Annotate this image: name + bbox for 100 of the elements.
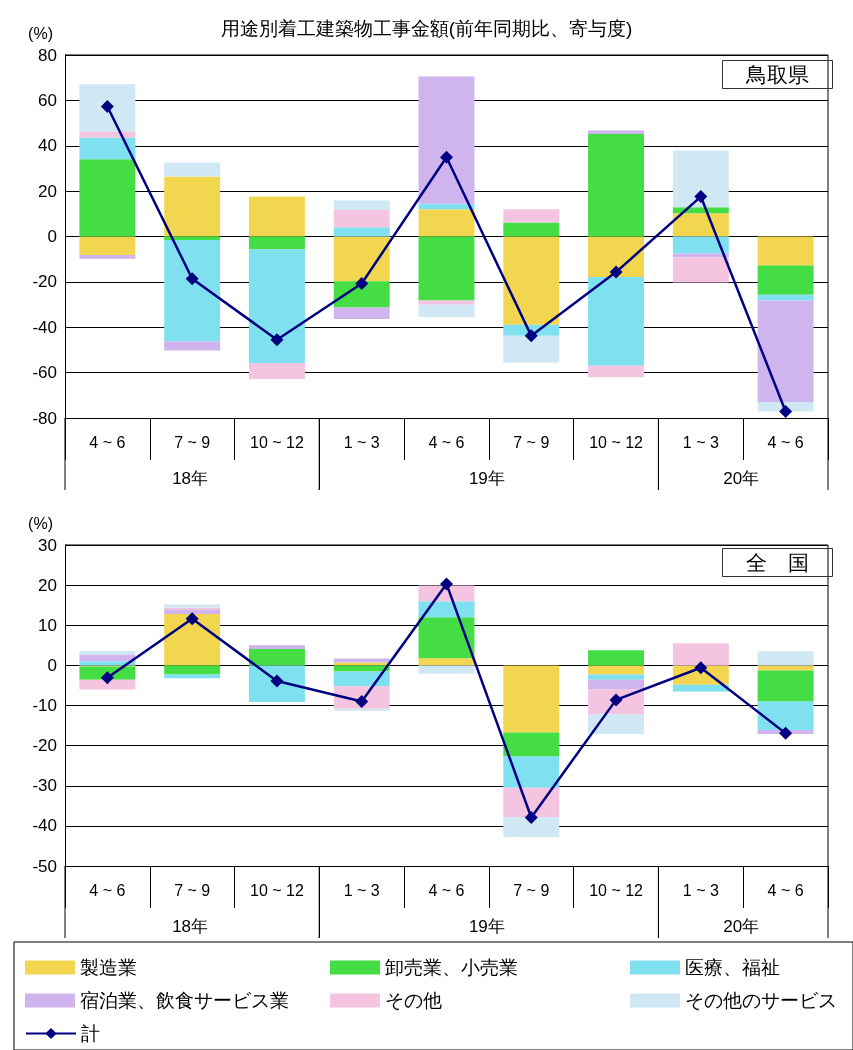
legend-label: 医療、福祉 [685,957,780,978]
bar [588,674,645,680]
bar [503,222,560,237]
bar [164,614,221,666]
point [355,276,369,290]
point [100,671,114,685]
bar [757,236,814,266]
bar [672,150,729,208]
bar [164,665,221,675]
x-tick-label: 7 ~ 9 [513,881,550,899]
bar [418,236,475,301]
x-tick-label: 4 ~ 6 [89,433,126,451]
x-tick-label: 10 ~ 12 [250,881,304,899]
bar [503,335,560,363]
y-tick-label: 40 [38,136,57,156]
chart-title: 用途別着工建築物工事金額(前年同期比、寄与度) [220,18,633,39]
x-tick-label: 4 ~ 6 [767,881,804,899]
point [609,265,623,279]
y-tick-label: -30 [32,776,57,796]
bar [248,665,305,702]
y-axis-title: (%) [28,514,53,532]
bar [248,236,305,250]
bar [79,254,136,259]
text: 20年 [723,469,760,488]
bar [333,200,390,210]
point [524,329,538,343]
x-tick-label: 10 ~ 12 [250,433,304,451]
chart-subtitle: 鳥取県 [745,63,809,86]
x-tick-label: 1 ~ 3 [682,881,719,899]
bar [248,249,305,364]
bar [333,671,390,687]
point [694,661,708,675]
bar [503,665,560,733]
y-tick-label: -10 [32,696,57,715]
bar [164,341,221,351]
x-tick-label: 1 ~ 3 [343,433,380,451]
bar [503,756,560,788]
bar [79,131,136,138]
legend-label: その他のサービス [685,990,837,1011]
point [185,272,199,286]
bar [588,714,645,734]
legend-label: 卸売業、小売業 [385,957,518,978]
bar [333,708,390,711]
bar [672,236,729,254]
bar [588,679,645,690]
bar [503,236,560,325]
bar [79,84,136,132]
bar [418,304,475,318]
bar [503,209,560,223]
point [355,694,369,708]
x-tick-label: 4 ~ 6 [767,433,804,451]
bar [757,265,814,295]
bar [79,650,136,655]
bar [79,159,136,237]
bar [588,650,645,666]
point [440,577,453,591]
legend-label: 計 [81,1023,100,1044]
bar [333,281,390,308]
y-tick-label: -20 [32,272,57,292]
bar [588,277,645,366]
point [694,190,708,204]
y-tick-label: 20 [38,181,57,201]
bar [588,365,645,378]
x-tick-label: 4 ~ 6 [89,881,126,899]
bar [757,300,814,403]
x-tick-label: 7 ~ 9 [513,433,550,451]
y-tick-label: 30 [38,535,57,555]
y-tick-label: -80 [32,408,57,428]
bar [418,300,475,305]
bar [79,679,136,690]
text: 18年 [172,469,209,488]
y-tick-label: 20 [38,575,57,595]
bar [418,617,475,659]
bar [248,648,305,666]
text: 19年 [468,917,505,936]
point [100,100,114,113]
bar [79,236,136,255]
y-tick-label: -40 [32,317,57,337]
bar [333,227,390,237]
bar [248,645,305,649]
bar [79,137,136,160]
y-tick-label: -60 [32,363,57,383]
legend-label: 宿泊業、飲食サービス業 [80,990,289,1011]
point [440,150,453,164]
x-tick-label: 4 ~ 6 [428,881,465,899]
bar [333,236,390,282]
bar [79,661,136,666]
y-tick-label: -40 [32,816,57,836]
y-tick-label: -50 [32,856,57,876]
bar [757,701,814,730]
x-tick-label: 7 ~ 9 [174,881,211,899]
x-tick-label: 7 ~ 9 [174,433,211,451]
point [524,810,538,824]
bar [333,658,390,663]
x-tick-label: 1 ~ 3 [343,881,380,899]
x-tick-label: 10 ~ 12 [589,433,644,451]
text: 18年 [172,917,209,936]
bar [672,213,729,237]
bar [503,732,560,757]
bar [418,209,475,237]
